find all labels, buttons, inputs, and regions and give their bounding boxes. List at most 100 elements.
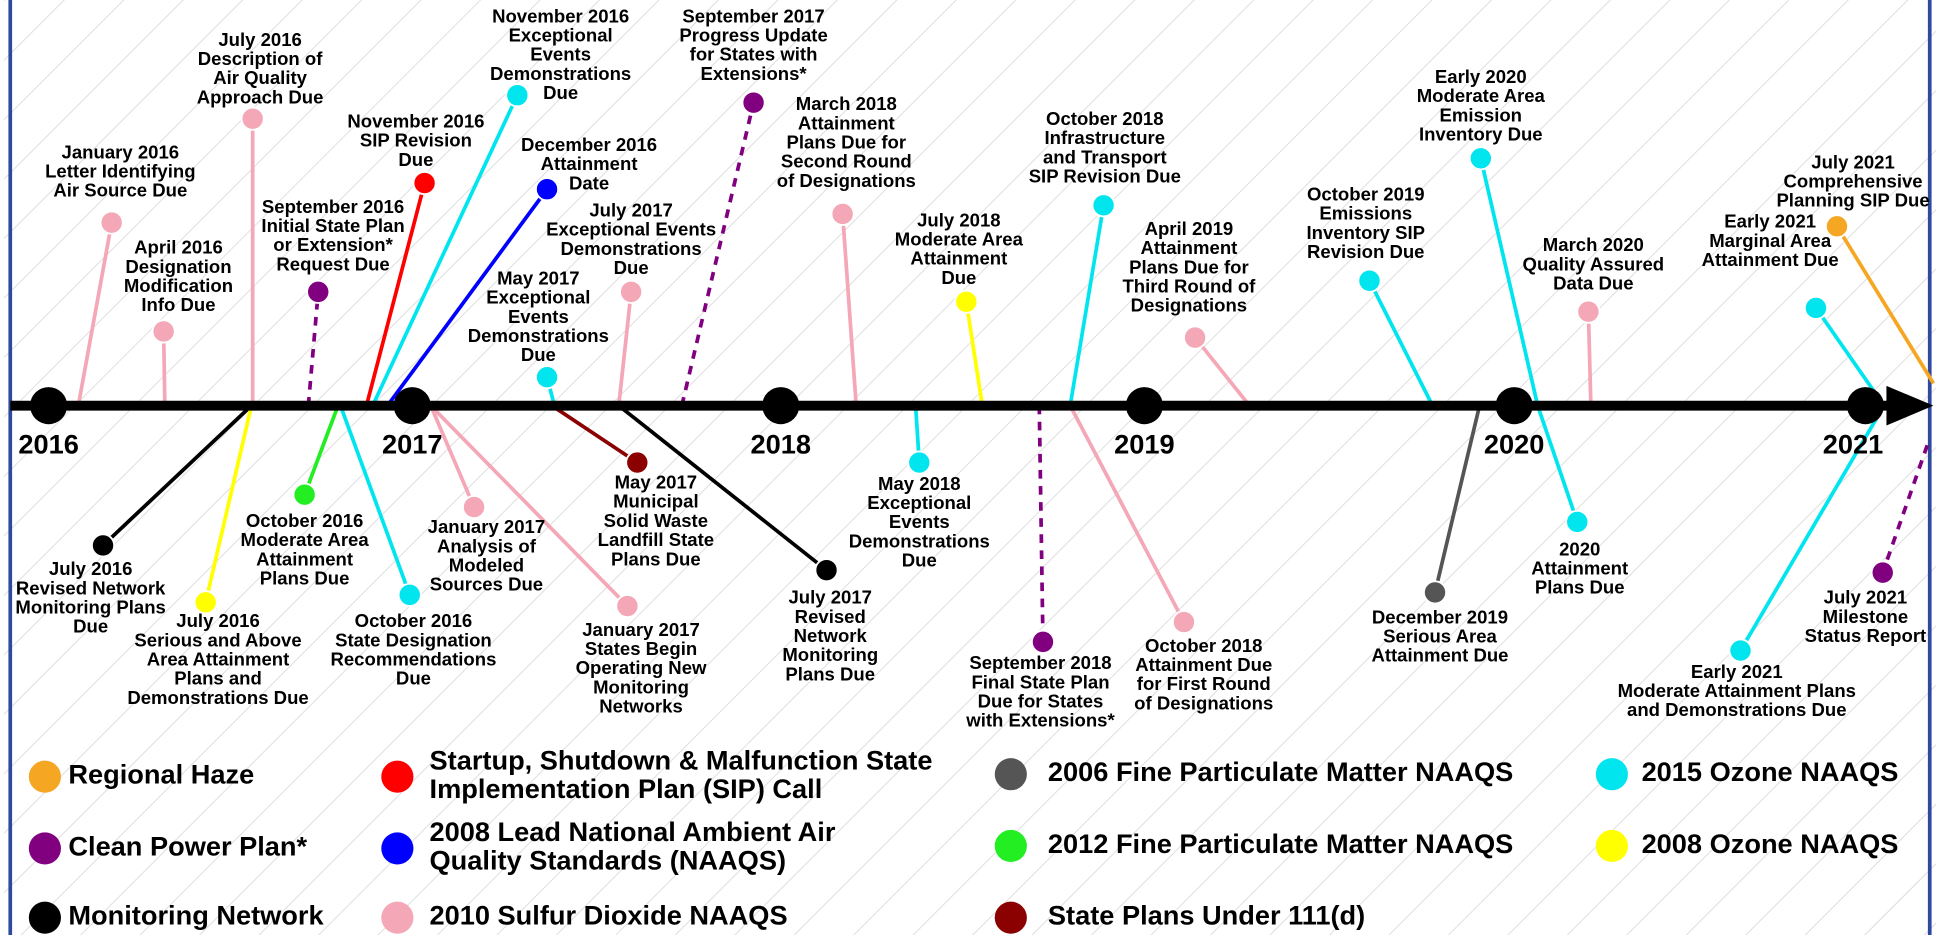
event-label-line: November 2016 [347,110,484,131]
event-label-line: Monitoring Plans [15,596,165,617]
event-label-line: Exceptional [509,24,613,45]
event-label-line: October 2016 [355,610,473,631]
event-label-line: October 2018 [1145,635,1263,656]
connector [338,405,412,596]
event-label: July 2016 Revised Network Monitoring Plans… [15,558,166,637]
event-label-line: Infrastructure [1045,127,1166,148]
connector [617,404,828,572]
event-label-line: Early 2021 [1724,211,1816,232]
event-dot [814,558,839,583]
year-dot [393,387,431,425]
connector [1880,444,1930,574]
connector [616,291,633,406]
event-label-line: Due [396,668,431,689]
event-label-line: January 2016 [62,141,180,162]
event-label: November 2016 Exceptional Events Demonstrat… [490,5,631,103]
year-dot [1125,387,1163,425]
connector [364,182,427,407]
connector [1535,405,1580,523]
event-label: Early 2020 Moderate Area Emission Inventory… [1417,66,1546,145]
legend-label: 2006 Fine Particulate Matter NAAQS [1048,756,1513,787]
event-dot [292,482,317,507]
event-label-line: Municipal [613,491,699,512]
event-label-line: Modeled [449,554,524,575]
event-label-line: July 2018 [917,209,1001,230]
event-label-line: October 2018 [1046,108,1164,129]
event-label-line: Revised Network [16,577,166,598]
event-label-line: May 2017 [615,471,698,492]
event-label-line: Early 2021 [1691,661,1783,682]
connector [1037,405,1045,642]
event-label-line: Air Source Due [53,180,187,201]
connector [385,188,549,407]
year-label: 2017 [382,429,442,460]
event-label: July 2016 Description of Air Quality Approa… [197,29,324,108]
labels: 2016 2017 2018 2019 2020 2021 January 2016 Lett… [15,5,1930,934]
event-dot [741,90,766,115]
event-label: October 2018 Infrastructure and Transport S… [1029,108,1181,187]
year-label: 2021 [1823,429,1883,460]
event-label-line: Exceptional [867,492,971,513]
connector [964,301,985,406]
event-label-line: Recommendations [330,648,496,669]
event-label: July 2017 Revised Network Monitoring Plans D… [782,587,878,685]
event-label-line: for States with [690,44,818,65]
event-label-line: April 2019 [1145,218,1234,239]
year-label: 2019 [1114,429,1174,460]
event-label: March 2020 Quality Assured Data Due [1523,234,1665,293]
event-dot [1357,268,1382,293]
event-label-line: Info Due [141,294,215,315]
event-label-line: Plans and [174,668,262,689]
event-label-line: Networks [599,695,682,716]
event-label-line: Solid Waste [604,510,708,531]
event-label: May 2017 Municipal Solid Waste Landfill Sta… [598,471,714,569]
event-label-line: July 2021 [1811,151,1895,172]
event-label-line: Landfill State [598,529,714,550]
event-label: December 2016 Attainment Date [521,134,657,193]
event-label-line: for First Round [1137,673,1271,694]
event-label-line: Sources Due [430,574,543,595]
event-label-line: Moderate Area [241,529,370,550]
event-dot [1728,638,1753,663]
event-dot [619,279,644,304]
event-dot [151,319,176,344]
connector [1068,204,1106,406]
connector [1478,157,1540,407]
event-label-line: 2020 [1559,538,1600,559]
connector [1738,404,1886,652]
event-label-line: Due [543,82,578,103]
axis-arrow [1886,385,1934,426]
legend-swatch [381,901,414,934]
connector [302,405,340,496]
event-label: March 2018 Attainment Plans Due for Second … [777,93,916,191]
event-label: October 2019 Emissions Inventory SIP Revisi… [1307,183,1426,262]
event-dot [534,177,560,202]
legend-label-line: State Plans Under 111(d) [1048,900,1365,931]
event-label-line: Modification [124,275,233,296]
event-label-line: Events [889,511,950,532]
event-label-line: Status Report [1805,625,1927,646]
event-label-line: Attainment [541,153,638,174]
event-label-line: Demonstrations Due [127,687,308,708]
legend-swatch [1595,758,1628,791]
event-label-line: Due [902,549,937,570]
event-dot [1422,580,1448,605]
event-label-line: of Designations [1134,692,1273,713]
event-label-line: Revised [795,606,866,627]
event-label: October 2018 Attainment Due for First Roun… [1134,635,1273,714]
event-label: January 2016 Letter Identifying Air Source… [45,141,195,200]
event-label-line: July 2016 [218,29,302,50]
event-label-line: Attainment Due [1371,645,1508,666]
year-dot [30,387,68,425]
event-dot [615,593,640,619]
event-label-line: Plans Due for [1129,256,1249,277]
event-label: October 2016 Moderate Area Attainment Plans… [241,510,370,589]
event-label-line: January 2017 [428,516,546,537]
event-label: July 2016 Serious and Above Area Attainmen… [127,610,308,708]
year-label: 2016 [18,429,78,460]
legend-label: Monitoring Network [68,900,324,931]
event-label-line: State Designation [335,629,492,650]
connector [550,404,639,465]
year-dot [1846,387,1884,425]
